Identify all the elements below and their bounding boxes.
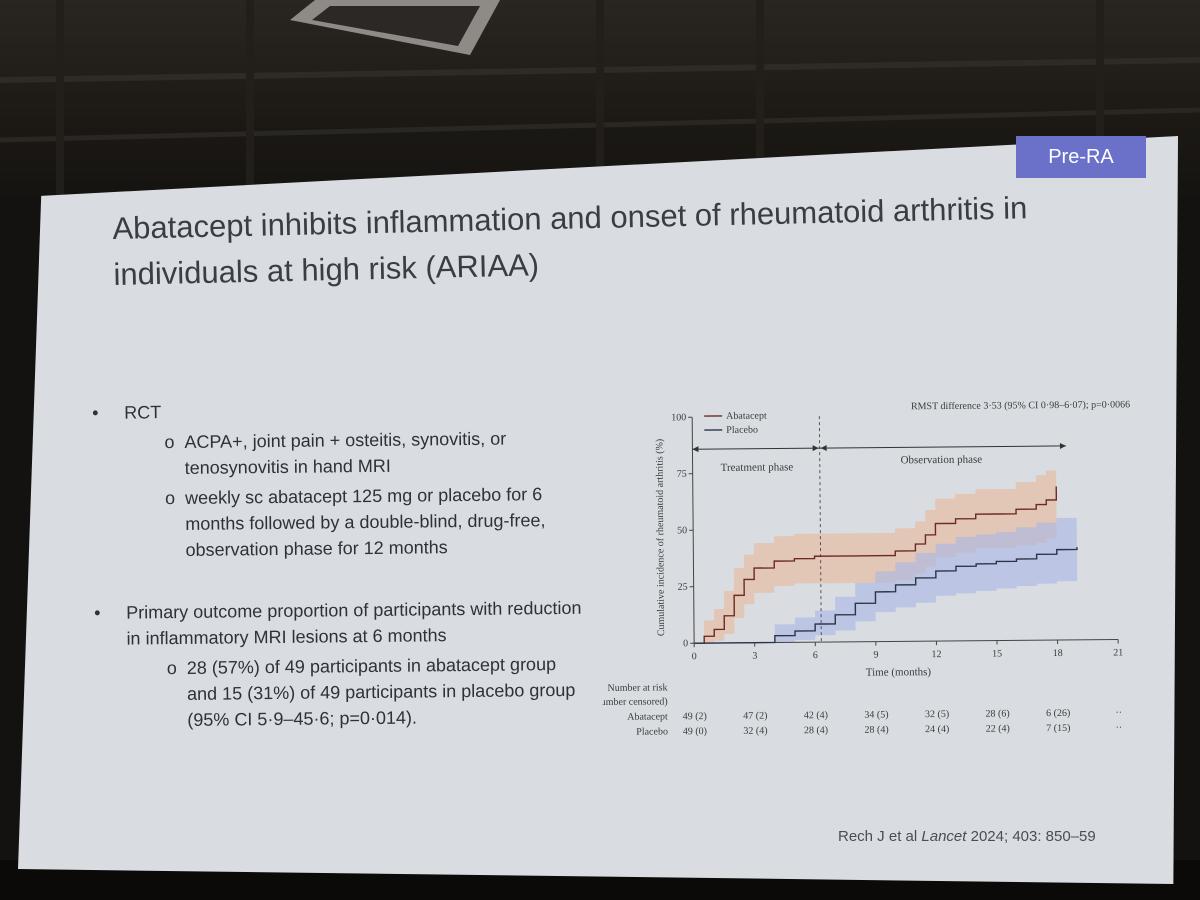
y-tick-label: 75 xyxy=(677,469,687,480)
circle-bullet-icon: o xyxy=(164,432,175,453)
y-tick-label: 50 xyxy=(677,525,687,536)
risk-value-placebo: 24 (4) xyxy=(925,724,949,735)
sub-bullet-item: o ACPA+, joint pain + osteitis, synoviti… xyxy=(124,425,585,482)
km-line-placebo xyxy=(694,547,1078,644)
risk-value-abatacept: 34 (5) xyxy=(864,709,888,720)
risk-value-abatacept: 32 (5) xyxy=(925,709,949,720)
arrowhead-icon xyxy=(692,446,699,453)
ci-band-abatacept xyxy=(694,452,1057,644)
bullet-dot-icon: • xyxy=(92,402,99,423)
risk-table-subheader: (number censored) xyxy=(600,696,668,708)
x-tick-label: 9 xyxy=(873,650,878,661)
y-tick-label: 0 xyxy=(683,638,688,649)
risk-value-placebo: ·· xyxy=(1116,722,1123,733)
circle-bullet-icon: o xyxy=(164,488,176,509)
bullet-text: RCT xyxy=(124,402,162,423)
legend-label-placebo: Placebo xyxy=(726,425,758,436)
x-tick-label: 15 xyxy=(992,649,1002,660)
arrowhead-icon xyxy=(812,445,819,452)
risk-value-abatacept: 42 (4) xyxy=(804,710,828,721)
risk-value-placebo: 32 (4) xyxy=(743,726,767,737)
risk-value-abatacept: 6 (26) xyxy=(1046,708,1070,719)
km-chart-svg: RMST difference 3·53 (95% CI 0·98–6·07);… xyxy=(592,399,1130,737)
sub-bullet-item: o weekly sc abatacept 125 mg or placebo … xyxy=(125,481,586,564)
y-axis-label: Cumulative incidence of rheumatoid arthr… xyxy=(654,439,667,637)
citation-authors: Rech J et al xyxy=(838,828,918,845)
risk-value-abatacept: 28 (6) xyxy=(985,708,1009,719)
x-tick-label: 18 xyxy=(1053,648,1063,659)
x-tick-label: 12 xyxy=(931,649,941,660)
ci-band-placebo xyxy=(694,515,1078,644)
phase-arrow-observation xyxy=(819,445,1066,449)
x-tick-label: 3 xyxy=(752,651,757,662)
phase-label-treatment: Treatment phase xyxy=(721,461,794,474)
risk-value-abatacept: 47 (2) xyxy=(743,711,767,722)
risk-value-placebo: 7 (15) xyxy=(1046,723,1070,734)
circle-bullet-icon: o xyxy=(166,658,177,679)
km-line-abatacept xyxy=(694,486,1058,644)
phase-label-observation: Observation phase xyxy=(901,454,983,467)
phase-divider xyxy=(818,416,822,643)
risk-table-header: Number at risk xyxy=(607,682,667,694)
arrowhead-icon xyxy=(820,445,827,452)
phase-arrow-treatment xyxy=(692,447,820,450)
x-axis-label: Time (months) xyxy=(866,666,932,679)
y-tick-label: 25 xyxy=(678,582,688,593)
bullet-item: • RCT o ACPA+, joint pain + osteitis, sy… xyxy=(84,395,586,564)
risk-value-placebo: 28 (4) xyxy=(864,724,888,735)
section-badge: Pre-RA xyxy=(1016,136,1146,178)
risk-value-abatacept: 49 (2) xyxy=(683,711,707,722)
citation-journal: Lancet xyxy=(921,828,967,845)
x-tick-label: 21 xyxy=(1113,647,1123,658)
y-tick-label: 100 xyxy=(671,412,686,423)
risk-value-placebo: 22 (4) xyxy=(986,723,1010,734)
bullet-item: • Primary outcome proportion of particip… xyxy=(86,595,587,734)
sub-bullet-text: weekly sc abatacept 125 mg or placebo fo… xyxy=(184,484,546,560)
bullet-text: Primary outcome proportion of participan… xyxy=(126,597,582,649)
sub-bullet-text: ACPA+, joint pain + osteitis, synovitis,… xyxy=(184,428,507,478)
sub-bullet-text: 28 (57%) of 49 participants in abatacept… xyxy=(186,654,576,730)
citation-details: 2024; 403: 850–59 xyxy=(970,828,1096,845)
citation: Rech J et al Lancet 2024; 403: 850–59 xyxy=(838,828,1138,845)
legend-label-abatacept: Abatacept xyxy=(726,411,767,422)
risk-value-placebo: 28 (4) xyxy=(804,725,828,736)
risk-row-label-abatacept: Abatacept xyxy=(627,711,668,722)
risk-row-label-placebo: Placebo xyxy=(636,726,668,737)
sub-bullet-item: o 28 (57%) of 49 participants in abatace… xyxy=(127,651,588,734)
bullet-dot-icon: • xyxy=(94,602,101,623)
arrowhead-icon xyxy=(1059,442,1066,449)
km-chart: RMST difference 3·53 (95% CI 0·98–6·07);… xyxy=(592,393,1143,758)
risk-value-abatacept: ·· xyxy=(1115,707,1122,718)
risk-value-placebo: 49 (0) xyxy=(683,726,707,737)
x-tick-label: 0 xyxy=(692,651,697,662)
bullet-list: • RCT o ACPA+, joint pain + osteitis, sy… xyxy=(84,395,588,740)
chart-annotation: RMST difference 3·53 (95% CI 0·98–6·07);… xyxy=(911,399,1130,412)
x-tick-label: 6 xyxy=(813,650,818,661)
